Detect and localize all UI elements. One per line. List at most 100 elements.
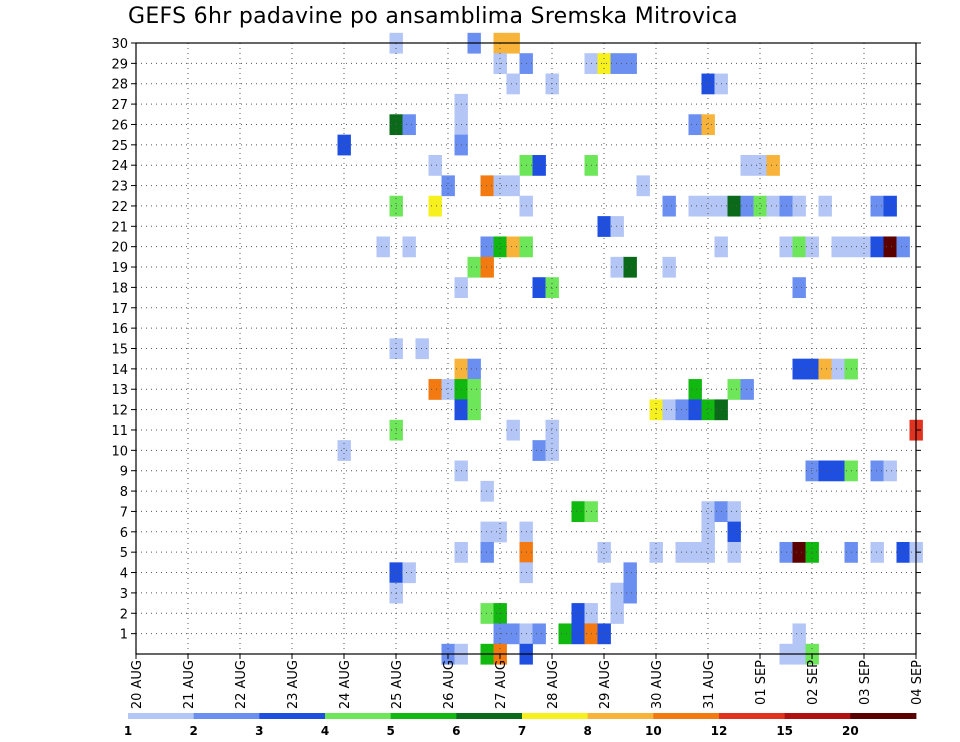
heatmap-cell — [870, 541, 884, 563]
heatmap-cell — [831, 358, 845, 380]
heatmap-cell — [571, 603, 585, 624]
heatmap-cell — [701, 501, 715, 523]
heatmap-cell — [740, 155, 754, 176]
heatmap-cell — [623, 582, 637, 604]
y-tick-label: 18 — [111, 281, 128, 296]
heatmap-cell — [506, 419, 520, 441]
heatmap-cell — [610, 216, 624, 237]
heatmap-cell — [662, 399, 676, 421]
heatmap-cell — [701, 521, 715, 543]
x-tick-label: 03 SEP — [858, 660, 873, 705]
heatmap-cell — [740, 195, 754, 217]
colorbar-swatch — [850, 713, 917, 719]
y-tick-label: 12 — [111, 404, 128, 419]
heatmap-cell — [480, 256, 494, 278]
heatmap-cell — [883, 460, 897, 482]
y-tick-label: 24 — [111, 159, 128, 174]
heatmap-cell — [688, 541, 702, 563]
heatmap-cell — [337, 440, 351, 461]
heatmap-cell — [506, 623, 520, 645]
heatmap-cell — [727, 379, 741, 400]
heatmap-cell — [480, 541, 494, 563]
x-tick-label: 04 SEP — [910, 660, 925, 705]
heatmap-cell — [428, 379, 442, 400]
x-tick-label: 21 AUG — [182, 660, 197, 709]
heatmap-cell — [610, 256, 624, 278]
colorbar-label: 12 — [711, 724, 728, 738]
heatmap-cell — [480, 175, 494, 197]
heatmap-cell — [805, 236, 819, 258]
heatmap-cell — [623, 53, 637, 74]
heatmap-cell — [818, 195, 832, 217]
x-tick-label: 24 AUG — [338, 660, 353, 709]
y-tick-label: 15 — [111, 343, 128, 358]
heatmap-cell — [428, 155, 442, 176]
colorbar-swatch — [390, 713, 457, 719]
heatmap-cell — [610, 53, 624, 74]
y-tick-label: 4 — [120, 567, 128, 582]
heatmap-cell — [701, 114, 715, 136]
heatmap-cell — [688, 195, 702, 217]
y-tick-label: 16 — [111, 322, 128, 337]
heatmap-cell — [675, 541, 689, 563]
heatmap-cell — [727, 541, 741, 563]
heatmap-cells — [337, 32, 923, 665]
colorbar-swatch — [719, 713, 786, 719]
y-tick-label: 26 — [111, 118, 128, 133]
heatmap-cell — [870, 236, 884, 258]
heatmap-cell — [506, 73, 520, 95]
heatmap-cell — [870, 195, 884, 217]
heatmap-cell — [701, 399, 715, 421]
x-tick-label: 01 SEP — [754, 660, 769, 705]
y-tick-label: 19 — [111, 261, 128, 276]
heatmap-cell — [467, 358, 481, 380]
x-tick-label: 25 AUG — [390, 660, 405, 709]
y-tick-label: 30 — [111, 37, 128, 52]
heatmap-cell — [506, 175, 520, 197]
heatmap-cell — [571, 623, 585, 645]
x-tick-label: 02 SEP — [806, 660, 821, 705]
heatmap-cell — [688, 114, 702, 136]
heatmap-cell — [428, 195, 442, 217]
x-tick-label: 30 AUG — [650, 660, 665, 709]
heatmap-cell — [792, 358, 806, 380]
heatmap-cell — [818, 358, 832, 380]
heatmap-cell — [805, 460, 819, 482]
heatmap-cell — [532, 277, 546, 298]
x-tick-label: 22 AUG — [234, 660, 249, 709]
colorbar-label: 3 — [255, 724, 263, 738]
heatmap-cell — [480, 480, 494, 502]
heatmap-cell — [467, 379, 481, 400]
y-tick-label: 28 — [111, 78, 128, 93]
chart-title: GEFS 6hr padavine po ansamblima Sremska … — [128, 4, 738, 29]
heatmap-cell — [818, 460, 832, 482]
y-tick-label: 10 — [111, 444, 128, 459]
y-tick-label: 25 — [111, 139, 128, 154]
heatmap-cell — [493, 521, 507, 543]
colorbar-label: 10 — [645, 724, 662, 738]
heatmap-cell — [467, 256, 481, 278]
heatmap-cell — [792, 623, 806, 645]
x-tick-label: 31 AUG — [702, 660, 717, 709]
y-tick-label: 1 — [120, 628, 128, 643]
x-tick-label: 23 AUG — [286, 660, 301, 709]
colorbar-label: 20 — [842, 724, 859, 738]
heatmap-cell — [402, 114, 416, 136]
heatmap-cell — [493, 175, 507, 197]
heatmap-cell — [805, 358, 819, 380]
heatmap-cell — [792, 195, 806, 217]
heatmap-cell — [766, 195, 780, 217]
heatmap-cell — [857, 236, 871, 258]
heatmap-cell — [545, 440, 559, 461]
colorbar-swatch — [456, 713, 523, 719]
heatmap-cell — [441, 175, 455, 197]
heatmap-cell — [532, 623, 546, 645]
heatmap-cell — [610, 582, 624, 604]
heatmap-cell — [883, 236, 897, 258]
y-tick-label: 6 — [120, 526, 128, 541]
heatmap-cell — [623, 562, 637, 584]
heatmap-cell — [441, 379, 455, 400]
heatmap-cell — [870, 460, 884, 482]
colorbar-label: 5 — [386, 724, 394, 738]
